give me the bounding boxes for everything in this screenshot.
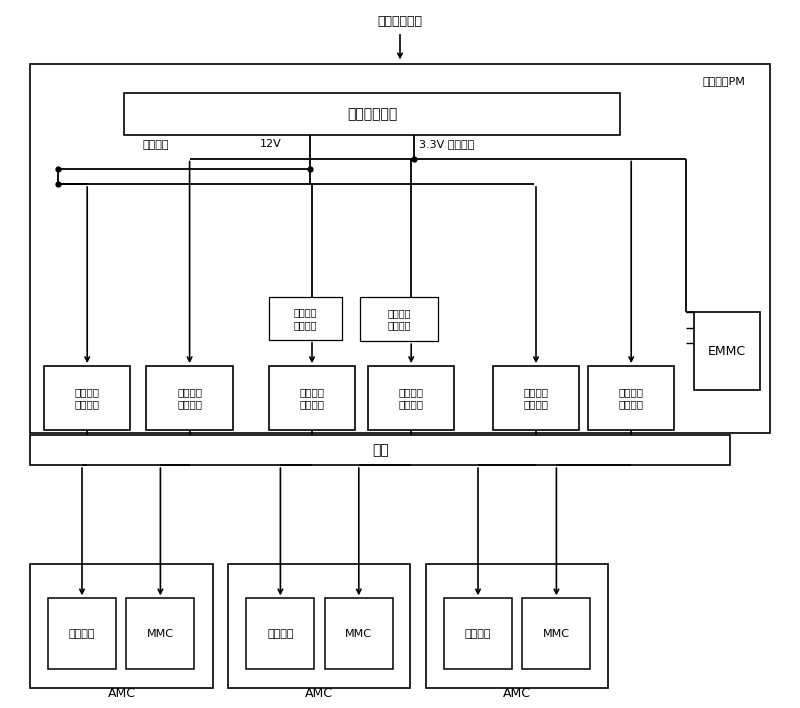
Bar	[48, 598, 116, 669]
Text: 电源模块PM: 电源模块PM	[702, 76, 746, 86]
Text: 电源转换模块: 电源转换模块	[347, 107, 397, 121]
Text: 负载电源
控制信号: 负载电源 控制信号	[294, 307, 318, 330]
Bar	[493, 366, 579, 430]
Bar	[269, 366, 355, 430]
Bar	[126, 598, 194, 669]
Bar	[30, 435, 730, 465]
Text: 负载电源
控制电路: 负载电源 控制电路	[74, 387, 100, 409]
Bar	[246, 598, 314, 669]
Text: 负载电路: 负载电路	[267, 629, 294, 639]
Bar	[228, 564, 410, 688]
Bar	[269, 297, 342, 340]
Text: MMC: MMC	[346, 629, 372, 639]
Text: 负载电源
控制电路: 负载电源 控制电路	[299, 387, 325, 409]
Bar	[325, 598, 393, 669]
Bar	[146, 366, 233, 430]
Bar	[30, 564, 213, 688]
Text: 背板: 背板	[372, 443, 389, 457]
Text: 管理电源
控制电路: 管理电源 控制电路	[177, 387, 202, 409]
Text: 外部电源输入: 外部电源输入	[378, 15, 422, 28]
Bar	[368, 366, 454, 430]
Text: 负载电源: 负载电源	[142, 140, 170, 150]
Text: EMMC: EMMC	[708, 345, 746, 358]
Text: 12V: 12V	[259, 139, 282, 149]
Text: 3.3V 管理电源: 3.3V 管理电源	[419, 139, 474, 149]
Text: 管理电源
控制电路: 管理电源 控制电路	[398, 387, 424, 409]
Bar	[44, 366, 130, 430]
Bar	[360, 297, 438, 341]
Text: AMC: AMC	[503, 687, 531, 700]
Bar	[522, 598, 590, 669]
Bar	[588, 366, 674, 430]
Text: 负载电路: 负载电路	[69, 629, 95, 639]
Text: 管理电源
控制信号: 管理电源 控制信号	[387, 308, 411, 331]
Text: MMC: MMC	[543, 629, 570, 639]
Bar	[694, 312, 760, 390]
Bar	[444, 598, 512, 669]
Bar	[124, 93, 620, 135]
Text: AMC: AMC	[107, 687, 135, 700]
Text: 管理电源
控制电路: 管理电源 控制电路	[618, 387, 644, 409]
Bar	[30, 64, 770, 433]
Text: AMC: AMC	[306, 687, 333, 700]
Text: 负载电路: 负载电路	[465, 629, 491, 639]
Text: MMC: MMC	[147, 629, 174, 639]
Text: 负载电源
控制电路: 负载电源 控制电路	[523, 387, 549, 409]
Bar	[426, 564, 608, 688]
